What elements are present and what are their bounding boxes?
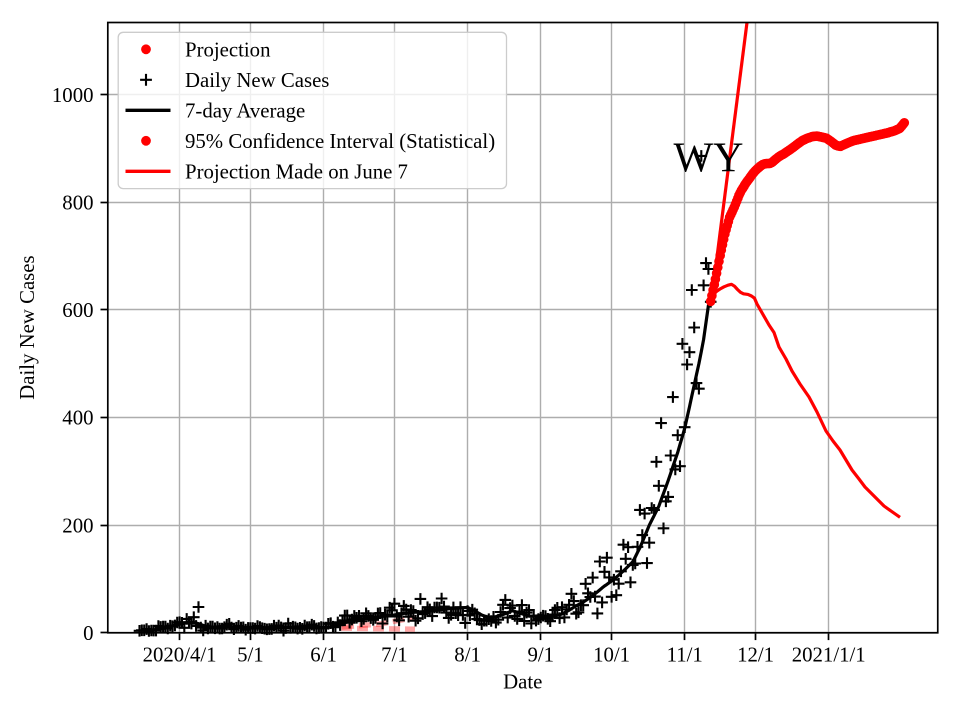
svg-text:Projection: Projection: [185, 39, 271, 62]
svg-text:10/1: 10/1: [593, 643, 630, 666]
svg-text:11/1: 11/1: [667, 643, 703, 666]
svg-text:0: 0: [83, 622, 93, 645]
svg-text:Daily New Cases: Daily New Cases: [16, 255, 39, 399]
svg-text:200: 200: [62, 514, 93, 537]
svg-text:7-day Average: 7-day Average: [185, 100, 305, 123]
svg-text:Projection Made on June 7: Projection Made on June 7: [185, 161, 408, 184]
svg-text:8/1: 8/1: [454, 643, 481, 666]
svg-text:2020/4/1: 2020/4/1: [143, 643, 217, 666]
svg-text:95% Confidence Interval (Stati: 95% Confidence Interval (Statistical): [185, 130, 495, 153]
svg-text:6/1: 6/1: [310, 643, 337, 666]
svg-text:2021/1/1: 2021/1/1: [792, 643, 866, 666]
svg-text:7/1: 7/1: [381, 643, 408, 666]
svg-text:9/1: 9/1: [528, 643, 555, 666]
svg-text:800: 800: [62, 191, 93, 214]
svg-text:Daily New Cases: Daily New Cases: [185, 69, 329, 92]
svg-text:5/1: 5/1: [237, 643, 264, 666]
svg-text:Date: Date: [503, 671, 542, 694]
svg-text:600: 600: [62, 299, 93, 322]
svg-text:400: 400: [62, 407, 93, 430]
svg-text:1000: 1000: [52, 84, 94, 107]
svg-text:WY: WY: [674, 136, 744, 182]
svg-text:12/1: 12/1: [737, 643, 774, 666]
